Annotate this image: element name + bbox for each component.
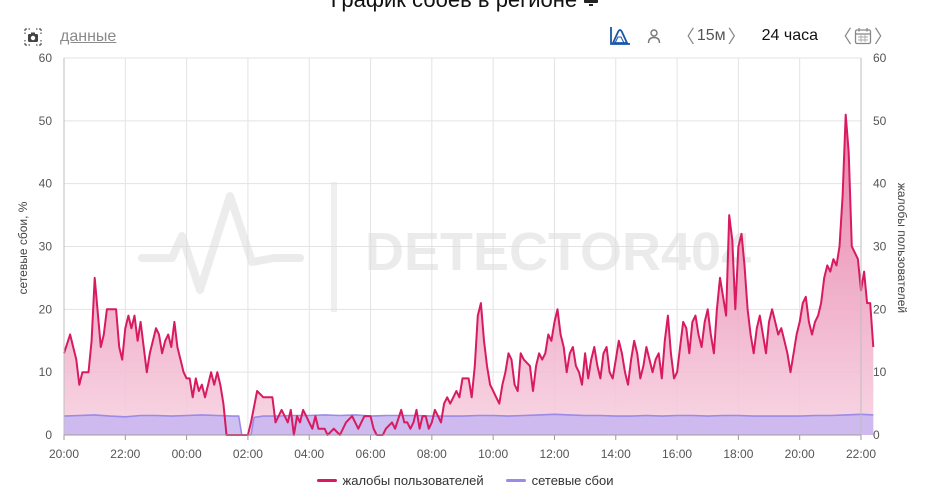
watermark-divider — [331, 182, 337, 312]
camera-icon[interactable] — [24, 28, 42, 46]
chevron-right-icon[interactable]: 〉 — [727, 27, 746, 47]
legend-swatch-outages — [505, 479, 526, 482]
legend-swatch-complaints — [316, 479, 337, 482]
x-tick-label: 20:00 — [49, 447, 79, 461]
legend-label-complaints: жалобы пользователей — [342, 473, 484, 488]
y-axis-label-left: сетевые сбои, % — [16, 201, 30, 294]
y-axis-label-right: жалобы пользователей — [895, 183, 909, 313]
complaints-line — [63, 113, 875, 436]
y-tick-label-right: 30 — [873, 240, 887, 254]
interval-selector[interactable]: 〈 15м 〉 — [677, 23, 746, 49]
toolbar-left: данные — [24, 26, 116, 48]
x-tick-label: 00:00 — [172, 447, 202, 461]
y-tick-label-right: 40 — [873, 177, 887, 191]
y-tick-label-left: 0 — [45, 428, 52, 442]
interval-label: 15м — [696, 27, 726, 44]
calendar-icon[interactable] — [854, 27, 872, 45]
x-tick-label: 20:00 — [785, 447, 815, 461]
y-tick-label-left: 60 — [39, 51, 53, 65]
y-tick-label-left: 30 — [39, 240, 53, 254]
chart-title-text: График сбоев в регионе — [331, 0, 577, 12]
outages-area — [64, 414, 874, 435]
x-tick-label: 22:00 — [846, 447, 876, 461]
legend-label-outages: сетевые сбои — [531, 473, 614, 488]
y-tick-label-left: 40 — [39, 177, 53, 191]
toolbar-right: 〈 15м 〉 24 часа 〈 〉 — [609, 25, 892, 47]
watermark-text: DETECTOR404 — [365, 222, 751, 282]
x-tick-label: 06:00 — [356, 447, 386, 461]
x-tick-label: 18:00 — [723, 447, 753, 461]
y-tick-label-right: 10 — [873, 365, 887, 379]
x-tick-label: 02:00 — [233, 447, 263, 461]
user-icon[interactable] — [647, 28, 661, 44]
monitor-icon — [583, 0, 599, 12]
chevron-left-icon[interactable]: 〈 — [676, 27, 695, 47]
x-tick-label: 16:00 — [662, 447, 692, 461]
y-tick-label-right: 60 — [873, 51, 887, 65]
date-next-icon[interactable]: 〉 — [874, 27, 892, 47]
x-tick-label: 10:00 — [478, 447, 508, 461]
legend-item-outages[interactable]: сетевые сбои — [505, 473, 614, 488]
y-tick-label-right: 50 — [873, 114, 887, 128]
axes: 0 0 10 10 20 20 30 30 40 40 50 50 60 60 20:00 22:00 00:0… — [39, 51, 887, 461]
y-tick-label-left: 10 — [39, 365, 53, 379]
area-chart-icon[interactable] — [609, 26, 631, 46]
chart: DETECTOR404 0 0 10 10 20 20 30 30 40 40 50 50 60 60 20… — [16, 51, 909, 461]
x-tick-label: 12:00 — [539, 447, 569, 461]
y-tick-label-right: 0 — [873, 428, 880, 442]
data-link[interactable]: данные — [60, 28, 117, 45]
date-prev-icon[interactable]: 〈 — [834, 27, 852, 47]
x-tick-label: 22:00 — [110, 447, 140, 461]
x-tick-label: 04:00 — [294, 447, 324, 461]
range-label[interactable]: 24 часа — [761, 27, 818, 44]
outages-line — [63, 413, 874, 436]
series-layer — [63, 113, 875, 436]
x-tick-label: 08:00 — [417, 447, 447, 461]
y-tick-label-left: 50 — [39, 114, 53, 128]
y-tick-label-right: 20 — [873, 302, 887, 316]
chart-title: График сбоев в регионе — [0, 0, 930, 13]
y-tick-label-left: 20 — [39, 302, 53, 316]
date-navigator: 〈 〉 — [834, 23, 892, 49]
legend: жалобы пользователей сетевые сбои — [0, 473, 930, 488]
watermark-pulse-icon — [138, 192, 304, 294]
x-tick-label: 14:00 — [601, 447, 631, 461]
legend-item-complaints[interactable]: жалобы пользователей — [316, 473, 484, 488]
watermark: DETECTOR404 — [138, 182, 751, 312]
